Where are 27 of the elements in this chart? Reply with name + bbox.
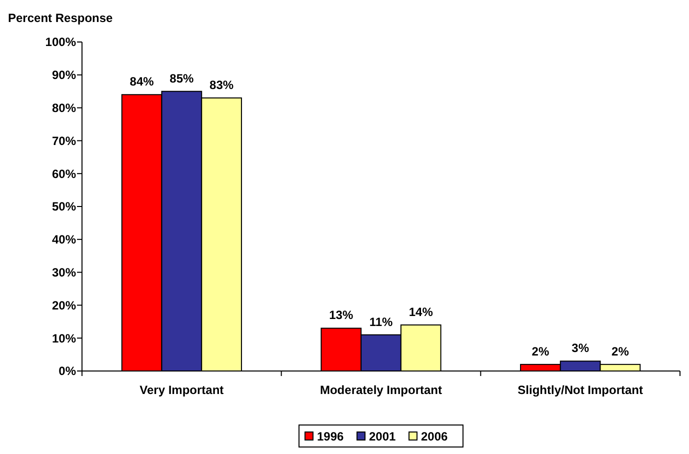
y-tick-label: 100%: [45, 35, 76, 50]
y-tick-label: 30%: [52, 266, 76, 280]
legend-label: 1996: [317, 430, 344, 444]
y-tick-label: 70%: [52, 134, 76, 148]
x-tick-label: Slightly/Not Important: [518, 383, 643, 397]
y-tick-label: 80%: [52, 101, 76, 115]
text: 2%: [532, 344, 550, 358]
x-tick-label: Very Important: [140, 383, 224, 397]
legend-label: 2006: [421, 430, 448, 444]
text: 3%: [572, 341, 590, 356]
x-tick-label: Moderately Important: [320, 383, 442, 397]
text: 11%: [369, 314, 393, 329]
text: 83%: [210, 78, 234, 92]
y-tick-label: 10%: [52, 331, 76, 346]
y-tick-label: 50%: [52, 200, 76, 214]
y-tick-label: 60%: [52, 166, 76, 181]
legend-label: 2001: [369, 430, 396, 444]
text: 84%: [130, 74, 154, 89]
y-tick-label: 0%: [58, 364, 76, 378]
text: 85%: [170, 71, 194, 86]
y-tick-label: 40%: [52, 232, 76, 247]
y-tick-label: 20%: [52, 298, 76, 312]
text: 2%: [612, 344, 629, 358]
y-tick-label: 90%: [52, 68, 76, 82]
text: 13%: [329, 308, 354, 322]
y-axis-title: Percent Response: [8, 11, 114, 25]
text: 14%: [408, 304, 433, 319]
